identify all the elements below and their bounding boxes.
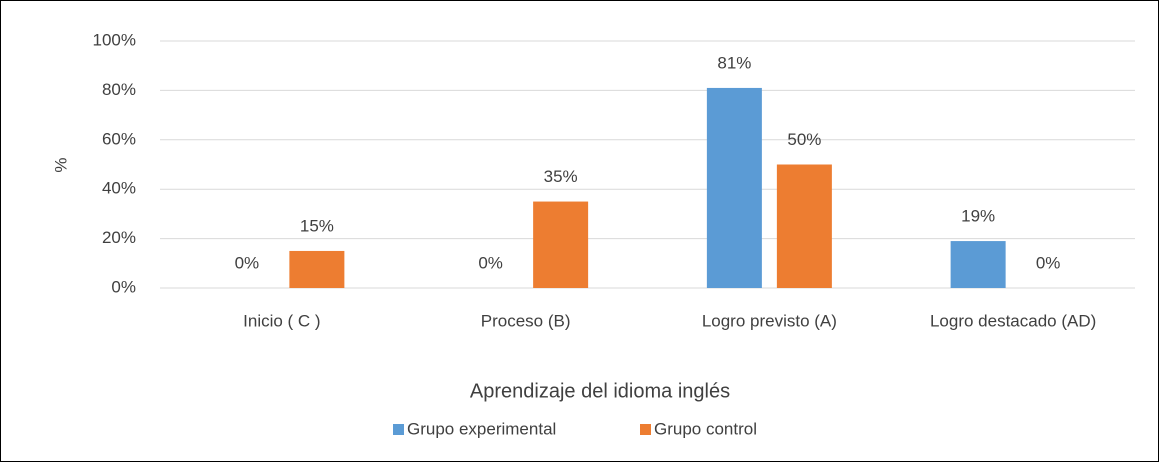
bar: [950, 241, 1006, 288]
bar: [533, 201, 589, 288]
y-tick-label: 0%: [111, 277, 136, 296]
x-tick-label: Inicio ( C ): [243, 311, 320, 330]
legend-swatch: [640, 424, 651, 435]
y-tick-label: 60%: [102, 129, 136, 148]
x-tick-label: Logro previsto (A): [702, 311, 837, 330]
x-tick-label: Logro destacado (AD): [930, 311, 1096, 330]
y-axis-title: %: [51, 157, 70, 172]
value-label: 50%: [787, 130, 821, 149]
bar: [289, 250, 345, 288]
legend-swatch: [393, 424, 404, 435]
x-axis-title: Aprendizaje del idioma inglés: [470, 380, 730, 402]
bar: [706, 87, 762, 289]
value-label: 81%: [717, 53, 751, 72]
value-label: 35%: [544, 167, 578, 186]
bar: [776, 164, 832, 288]
value-label: 0%: [235, 253, 260, 272]
value-label: 0%: [1036, 253, 1061, 272]
y-tick-label: 40%: [102, 179, 136, 198]
y-tick-label: 80%: [102, 80, 136, 99]
legend-label: Grupo control: [654, 419, 757, 438]
y-tick-label: 100%: [93, 30, 136, 49]
value-label: 15%: [300, 216, 334, 235]
legend-label: Grupo experimental: [407, 419, 556, 438]
value-label: 0%: [478, 253, 503, 272]
x-tick-label: Proceso (B): [481, 311, 571, 330]
value-label: 19%: [961, 207, 995, 226]
y-tick-label: 20%: [102, 228, 136, 247]
